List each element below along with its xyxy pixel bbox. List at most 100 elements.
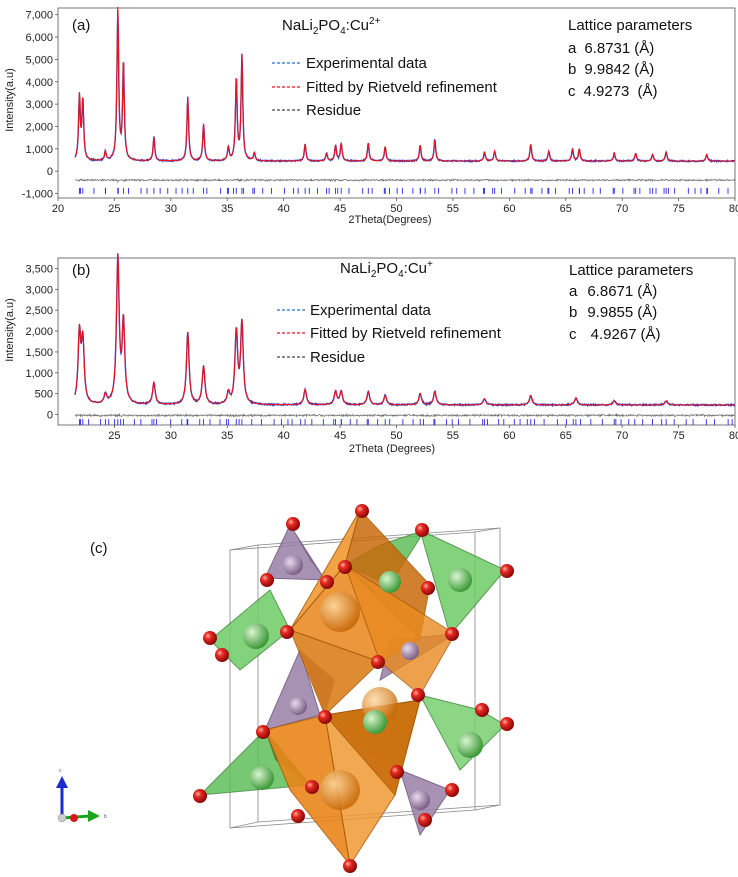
x-tick-label: 50 [390, 203, 402, 215]
oxygen-atom [280, 625, 294, 639]
lattice-c: c 4.9267 (Å) [569, 326, 661, 343]
x-tick-label: 35 [221, 203, 233, 215]
legend-a: Experimental data Fitted by Rietveld ref… [272, 55, 498, 119]
y-tick-label: 5,000 [25, 54, 53, 66]
lattice-annotation-a: Lattice parameters a 6.8731 (Å) b 9.9842 (Å)… [568, 17, 692, 100]
y-tick-label: 3,000 [25, 284, 53, 296]
y-axis-label-a: Intensity(a.u) [4, 68, 16, 132]
legend-b: Experimental data Fitted by Rietveld ref… [277, 302, 502, 366]
x-tick-label: 25 [108, 430, 120, 442]
oxygen-atom [291, 809, 305, 823]
legend-item-experimental: Experimental data [306, 55, 428, 72]
y-tick-label: -1,000 [22, 189, 53, 201]
panel-label-a: (a) [72, 17, 90, 34]
x-axis-label-a: 2Theta(Degrees) [348, 214, 431, 226]
y-tick-label: 0 [47, 166, 53, 178]
x-tick-label: 70 [616, 430, 628, 442]
y-tick-label: 1,000 [25, 144, 53, 156]
legend-item-residue: Residue [306, 102, 361, 119]
y-tick-label: 4,000 [25, 77, 53, 89]
x-tick-label: 75 [672, 430, 684, 442]
crystal-structure-illustration: c b [56, 504, 514, 873]
x-axis-label-b: 2Theta (Degrees) [349, 443, 435, 455]
x-tick-label: 40 [278, 203, 290, 215]
oxygen-atoms [193, 504, 514, 873]
oxygen-atom [415, 523, 429, 537]
y-tick-label: 7,000 [25, 10, 53, 22]
y-tick-label: 2,500 [25, 305, 53, 317]
x-tick-label: 30 [165, 203, 177, 215]
axis-triad: c b [56, 768, 107, 823]
oxygen-atom [390, 765, 404, 779]
legend-item-residue: Residue [310, 349, 365, 366]
lattice-b: b 9.9855 (Å) [569, 304, 657, 321]
axis-c-label: c [59, 768, 62, 774]
oxygen-atom [355, 504, 369, 518]
lattice-a: a 6.8671 (Å) [569, 283, 657, 300]
lattice-c: c 4.9273 (Å) [568, 83, 658, 100]
legend-item-experimental: Experimental data [310, 302, 432, 319]
x-tick-label: 35 [221, 430, 233, 442]
oxygen-atom [421, 581, 435, 595]
x-tick-label: 50 [390, 430, 402, 442]
oxygen-atom [260, 573, 274, 587]
oxygen-atom [215, 648, 229, 662]
x-tick-label: 75 [672, 203, 684, 215]
lattice-annotation-b: Lattice parameters a 6.8671 (Å) b 9.9855 (Å)… [569, 262, 693, 343]
oxygen-atom [318, 710, 332, 724]
oxygen-atom [320, 575, 334, 589]
y-tick-label: 2,000 [25, 121, 53, 133]
plot-area-a: -1,000 0 1,000 2,000 3,000 4,000 5,000 6,000 7,0… [22, 6, 738, 215]
x-tick-label: 60 [503, 430, 515, 442]
x-tick-label: 55 [447, 203, 459, 215]
y-tick-label: 500 [35, 389, 53, 401]
axis-b-label: b [104, 814, 107, 820]
panel-label-c: (c) [90, 540, 108, 557]
y-tick-label: 3,500 [25, 263, 53, 275]
y-tick-label: 1,500 [25, 347, 53, 359]
oxygen-atom [338, 560, 352, 574]
x-tick-label: 25 [108, 203, 120, 215]
x-tick-label: 80 [729, 430, 738, 442]
chart-title-b: NaLi2PO4:Cu+ [340, 259, 433, 280]
oxygen-atom [411, 688, 425, 702]
legend-item-fitted: Fitted by Rietveld refinement [306, 79, 498, 96]
lattice-b: b 9.9842 (Å) [568, 61, 654, 78]
y-axis-label-b: Intensity(a.u) [4, 298, 16, 362]
cation-spheres [243, 555, 483, 810]
y-tick-label: 3,000 [25, 99, 53, 111]
oxygen-atom [193, 789, 207, 803]
oxygen-atom [500, 717, 514, 731]
y-tick-label: 2,000 [25, 326, 53, 338]
oxygen-atom [305, 780, 319, 794]
x-tick-label: 65 [560, 430, 572, 442]
y-tick-label: 0 [47, 410, 53, 422]
x-tick-label: 45 [334, 430, 346, 442]
x-tick-label: 55 [447, 430, 459, 442]
legend-item-fitted: Fitted by Rietveld refinement [310, 325, 502, 342]
oxygen-atom [500, 564, 514, 578]
series-fitted [74, 6, 735, 162]
chart-title-a: NaLi2PO4:Cu2+ [282, 16, 381, 37]
y-tick-label: 1,000 [25, 368, 53, 380]
plot-frame [57, 7, 736, 199]
series-residue [74, 177, 735, 184]
oxygen-atom [371, 655, 385, 669]
x-tick-label: 45 [334, 203, 346, 215]
lattice-title: Lattice parameters [568, 17, 692, 34]
oxygen-atom [256, 725, 270, 739]
y-tick-label: 6,000 [25, 32, 53, 44]
x-tick-label: 20 [52, 203, 64, 215]
x-tick-label: 30 [165, 430, 177, 442]
x-tick-label: 80 [729, 203, 738, 215]
series-residue [74, 412, 735, 418]
oxygen-atom [203, 631, 217, 645]
oxygen-atom [343, 859, 357, 873]
oxygen-atom [475, 703, 489, 717]
oxygen-atom [445, 783, 459, 797]
lattice-a: a 6.8731 (Å) [568, 40, 654, 57]
x-tick-label: 65 [560, 203, 572, 215]
oxygen-atom [445, 627, 459, 641]
panel-label-b: (b) [72, 262, 90, 279]
x-tick-label: 60 [503, 203, 515, 215]
